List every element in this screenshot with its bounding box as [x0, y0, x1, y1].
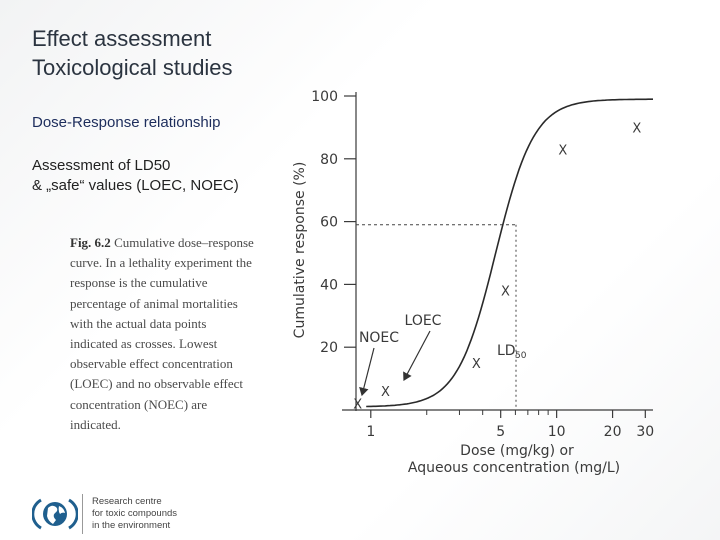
figure-caption: Fig. 6.2 Cumulative dose–response curve.… [70, 233, 255, 435]
data-point-cross: X [381, 385, 390, 400]
slide-title: Effect assessment Toxicological studies [32, 24, 233, 82]
x-tick-label: 30 [636, 424, 654, 440]
x-tick-label: 10 [548, 424, 566, 440]
x-tick-label: 20 [604, 424, 622, 440]
subtitle: Dose-Response relationship [32, 114, 221, 131]
assessment-text: Assessment of LD50 & „safe“ values (LOEC… [32, 156, 292, 196]
y-axis-label: Cumulative response (%) [292, 162, 308, 339]
organization-logo: Research centre for toxic compounds in t… [31, 494, 252, 536]
assessment-line-1: Assessment of LD50 [32, 157, 171, 174]
data-point-cross: X [632, 121, 641, 136]
title-line-1: Effect assessment [32, 26, 212, 51]
y-tick-label: 40 [320, 277, 338, 293]
y-tick-label: 60 [320, 215, 338, 231]
loec-arrow [403, 330, 431, 382]
logo-line-1: Research centre [92, 496, 162, 507]
noec-label: NOEC [359, 330, 399, 346]
assessment-line-2: & „safe“ values (LOEC, NOEC) [32, 177, 239, 194]
ld50-subscript: 50 [515, 351, 527, 361]
y-tick-label: 80 [320, 152, 338, 168]
y-tick-label: 20 [320, 340, 338, 356]
noec-arrow [359, 347, 375, 397]
x-tick-label: 1 [366, 424, 375, 440]
data-point-cross: X [353, 398, 362, 413]
data-point-cross: X [472, 357, 481, 372]
x-axis-label-line-1: Dose (mg/kg) or [460, 443, 574, 459]
x-tick-label: 5 [496, 424, 505, 440]
y-tick-label: 100 [311, 89, 338, 105]
caption-text: Cumulative dose–response curve. In a let… [70, 235, 254, 432]
logo-line-3: in the environment [92, 520, 171, 531]
data-point-cross: X [501, 285, 510, 300]
x-axis-label-line-2: Aqueous concentration (mg/L) [408, 460, 620, 476]
caption-fig-label: Fig. 6.2 [70, 235, 111, 250]
loec-label: LOEC [405, 313, 442, 329]
data-point-cross: X [558, 143, 567, 158]
dose-response-curve [366, 98, 653, 408]
logo-text: Research centre for toxic compounds in t… [92, 496, 177, 532]
title-line-2: Toxicological studies [32, 55, 233, 80]
globe-logo-icon [31, 498, 79, 530]
logo-divider [82, 494, 83, 534]
ld50-label: LD [497, 343, 516, 359]
logo-line-2: for toxic compounds [92, 508, 178, 519]
